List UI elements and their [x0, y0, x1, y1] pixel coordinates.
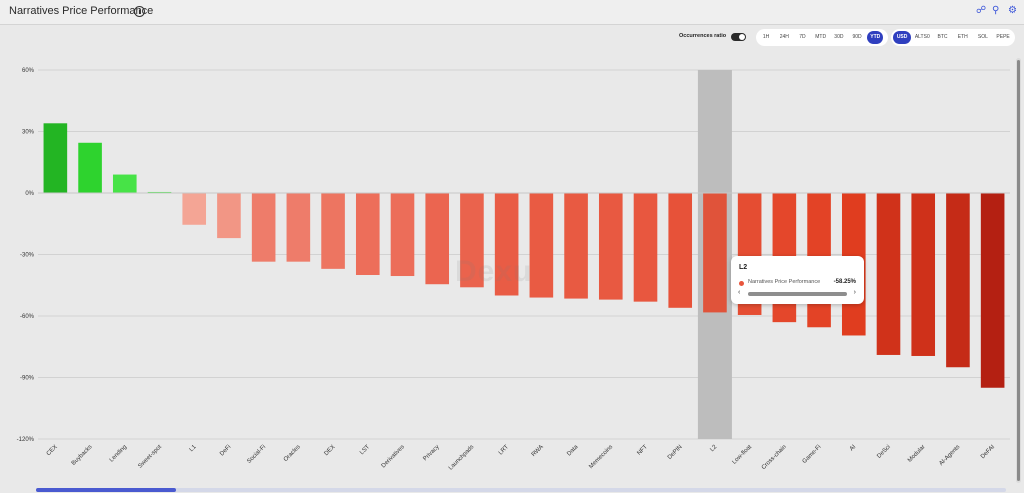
x-tick-label: Privacy [422, 444, 440, 462]
tooltip-title: L2 [739, 264, 748, 271]
bar-memecoins [598, 193, 623, 300]
x-tick-label: Lending [109, 444, 128, 463]
x-tick-label: DeSci [876, 444, 892, 460]
x-tick-label: L1 [189, 444, 198, 453]
currency-usd-button[interactable]: USD [893, 31, 912, 44]
timeframe-24h-button[interactable]: 24H [779, 34, 789, 40]
x-tick-label: Game-Fi [802, 444, 823, 465]
timeframe-30d-button[interactable]: 30D [834, 34, 844, 40]
x-tick-label: AI-Agents [938, 444, 961, 467]
x-tick-label: Oracles [283, 444, 302, 463]
x-tick-label: Data [566, 444, 580, 458]
chart-title: Narratives Price Performance [9, 5, 154, 17]
bar-oracles [286, 193, 311, 262]
timeframe-selector [756, 29, 888, 46]
bar-buybacks [78, 142, 102, 193]
x-tick-label: DEX [324, 444, 337, 457]
bar-derivatives [390, 193, 415, 277]
bar-ai-agents [946, 193, 970, 368]
bar-depin [668, 193, 693, 308]
bar-social-fi [251, 193, 276, 262]
y-tick-label: 30% [22, 130, 35, 136]
bar-lst [355, 193, 380, 275]
bar-defi [217, 193, 241, 239]
x-tick-label: Low-float [732, 444, 754, 466]
tooltip-series: Narratives Price Performance [748, 279, 821, 285]
currency-pepe-button[interactable]: PEPE [996, 34, 1010, 40]
tooltip-scrollbar[interactable] [748, 292, 847, 296]
settings-icon[interactable]: ⚙ [1008, 5, 1017, 16]
timeframe-1h-button[interactable]: 1H [762, 34, 770, 40]
x-tick-label: LST [359, 444, 371, 456]
horizontal-scrollbar[interactable] [36, 488, 1006, 492]
y-tick-label: -120% [17, 437, 35, 443]
x-tick-label: Cross-chain [761, 444, 788, 471]
currency-selector [891, 29, 1015, 46]
chevron-right-icon[interactable]: › [853, 289, 856, 296]
x-tick-label: L2 [709, 444, 718, 453]
occurrences-label: Occurrences ratio [679, 33, 727, 39]
currency-eth-button[interactable]: ETH [957, 34, 968, 40]
share-icon[interactable]: ☍ [976, 5, 987, 16]
x-tick-label: AI [849, 444, 857, 452]
y-tick-label: -60% [20, 314, 35, 320]
x-tick-label: LRT [498, 444, 510, 456]
y-tick-label: -90% [20, 376, 35, 382]
bar-l2 [703, 193, 727, 313]
x-tick-label: DePIN [667, 444, 684, 461]
bar-modular [911, 193, 936, 356]
bar-cex [43, 123, 68, 193]
bar-lrt [494, 193, 519, 296]
bar-sweet-spot [147, 191, 172, 193]
x-tick-label: NFT [636, 444, 649, 457]
timeframe-7d-button[interactable]: 7D [799, 34, 806, 40]
x-tick-label: Memecoins [588, 444, 614, 470]
currency-btc-button[interactable]: BTC [937, 34, 948, 40]
currency-sol-button[interactable]: SOL [977, 34, 988, 40]
bar-lending [112, 174, 137, 193]
tooltip-value: -58.25% [833, 279, 856, 285]
x-tick-label: Social-Fi [246, 444, 267, 465]
bar-data [564, 193, 588, 299]
x-tick-label: DeFAI [980, 444, 996, 460]
bar-rwa [529, 193, 554, 298]
x-tick-label: CEX [46, 444, 59, 457]
x-tick-label: Sweet-spot [137, 444, 163, 470]
horizontal-scroll-thumb[interactable] [36, 488, 176, 492]
timeframe-mtd-button[interactable]: MTD [815, 34, 827, 40]
y-tick-label: -30% [20, 253, 35, 259]
watermark: Dexu [455, 255, 533, 288]
bar-nft [633, 193, 658, 302]
x-tick-label: Launchpads [448, 444, 475, 471]
bar-l1 [182, 193, 207, 225]
x-tick-label: Derivatives [381, 444, 406, 469]
bar-privacy [425, 193, 450, 285]
chart-tooltip: L2 Narratives Price Performance -58.25% … [731, 256, 864, 304]
bar-launchpads [460, 193, 484, 288]
vertical-scroll-thumb[interactable] [1017, 60, 1020, 481]
chart-header: Narratives Price Performance i ☍ ⚲ ⚙ [0, 0, 1024, 25]
bar-dex [321, 193, 345, 269]
x-tick-label: Modular [907, 444, 927, 464]
x-tick-label: Buybacks [71, 444, 94, 467]
search-icon[interactable]: ⚲ [992, 5, 1000, 16]
currency-alts0-button[interactable]: ALTS0 [914, 34, 930, 40]
timeframe-90d-button[interactable]: 90D [852, 34, 862, 40]
info-icon[interactable]: i [134, 6, 145, 17]
timeframe-ytd-button[interactable]: YTD [867, 31, 884, 44]
chevron-left-icon[interactable]: ‹ [738, 289, 741, 296]
y-tick-label: 0% [25, 191, 34, 197]
x-tick-label: DeFi [219, 444, 232, 457]
occurrences-toggle[interactable] [731, 33, 746, 41]
series-dot-icon [739, 281, 744, 286]
x-tick-label: RWA [531, 444, 545, 458]
bar-desci [876, 193, 901, 355]
bar-defai [980, 193, 1005, 388]
y-tick-label: 60% [22, 68, 35, 74]
